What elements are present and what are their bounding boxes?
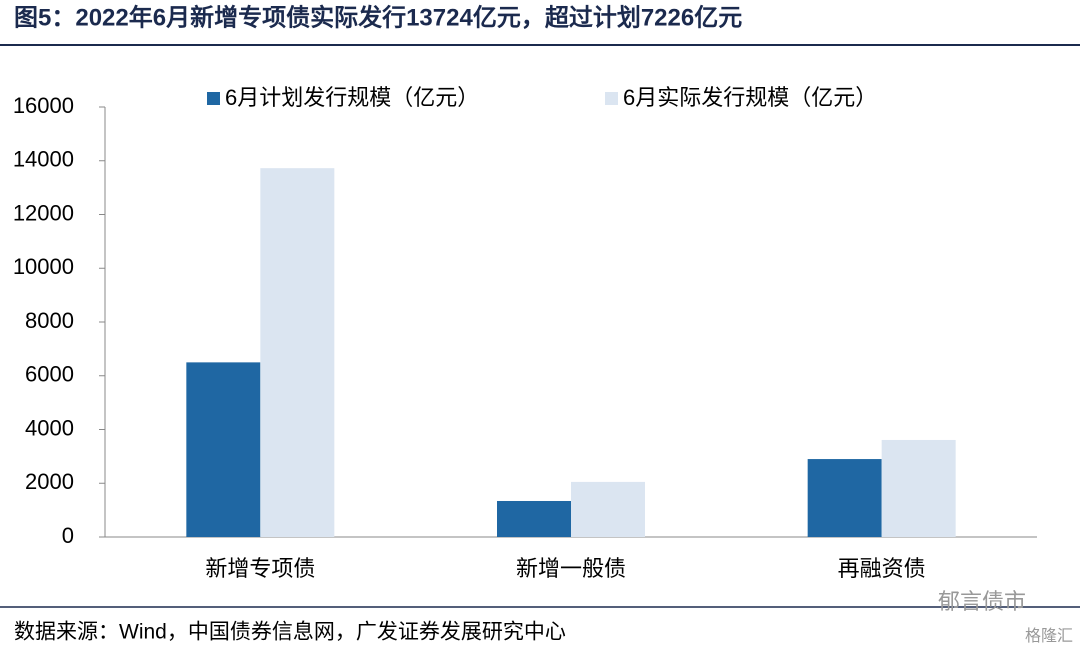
bar <box>807 459 882 537</box>
bar <box>497 500 571 537</box>
x-tick-label: 再融资债 <box>838 556 926 581</box>
plot-area: 0 2000 4000 6000 8000 10000 12000 14000 16000 新增专… <box>13 85 1037 581</box>
y-tick-label: 10000 <box>13 254 74 279</box>
x-tick-label: 新增专项债 <box>205 556 315 581</box>
y-tick-label: 14000 <box>13 147 74 172</box>
y-tick-label: 4000 <box>25 415 74 440</box>
legend-label: 6月计划发行规模（亿元） <box>225 85 479 110</box>
y-tick-label: 6000 <box>25 362 74 387</box>
y-tick-label: 8000 <box>25 308 74 333</box>
legend-swatch <box>207 92 220 105</box>
x-tick-label: 新增一般债 <box>516 556 626 581</box>
y-tick-label: 12000 <box>13 200 74 225</box>
y-tick-label: 16000 <box>13 93 74 118</box>
bar <box>881 439 956 537</box>
source-note: 数据来源：Wind，中国债券信息网，广发证券发展研究中心 <box>14 621 566 644</box>
page-title: 图5：2022年6月新增专项债实际发行13724亿元，超过计划7226亿元 <box>14 3 742 31</box>
watermark: 格隆汇 <box>1025 627 1073 645</box>
bar <box>571 481 645 537</box>
y-tick-label: 2000 <box>25 469 74 494</box>
legend-label: 6月实际发行规模（亿元） <box>623 85 877 110</box>
bar <box>260 168 335 538</box>
watermark: 郁言债市 <box>938 589 1026 614</box>
bar <box>186 362 261 537</box>
y-tick-label: 0 <box>62 523 74 548</box>
legend-swatch <box>605 92 618 105</box>
